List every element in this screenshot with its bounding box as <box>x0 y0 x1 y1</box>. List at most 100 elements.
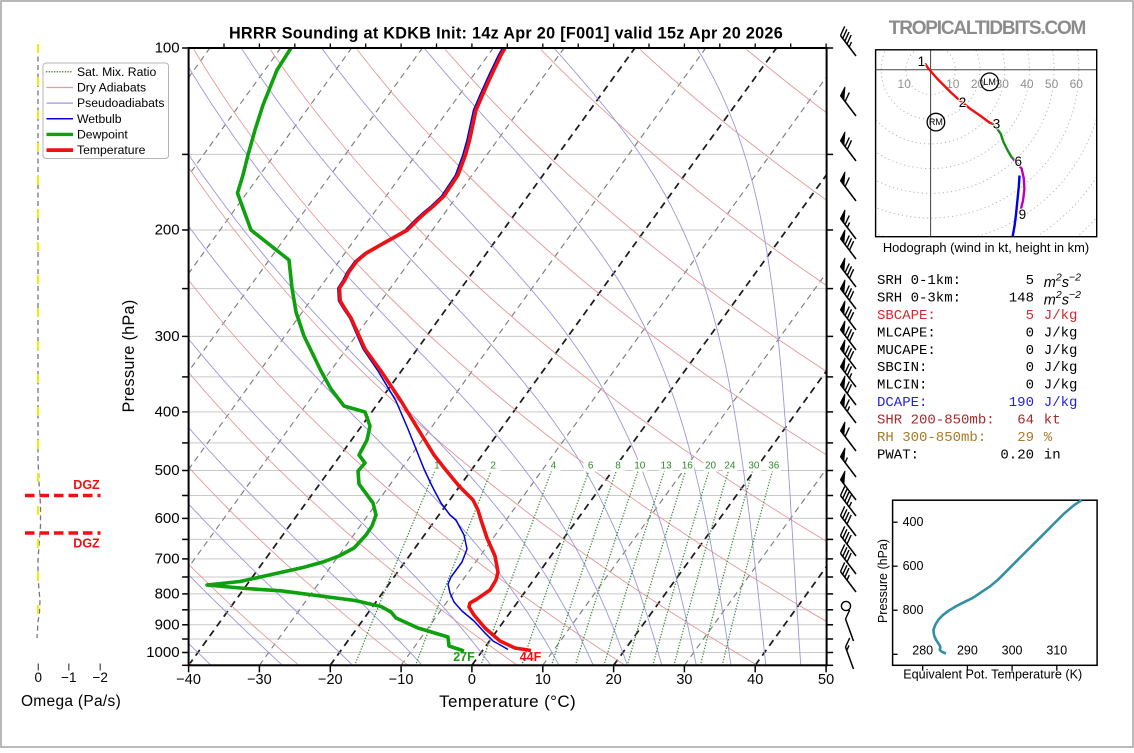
svg-text:50: 50 <box>818 672 834 688</box>
svg-text:J/kg: J/kg <box>1044 308 1078 324</box>
svg-text:Wetbulb: Wetbulb <box>77 112 122 126</box>
svg-text:27F: 27F <box>453 650 475 664</box>
svg-text:500: 500 <box>155 462 180 479</box>
svg-text:Dewpoint: Dewpoint <box>77 127 128 141</box>
svg-text:300: 300 <box>1002 644 1023 658</box>
svg-text:400: 400 <box>155 403 180 420</box>
svg-text:0: 0 <box>1026 360 1034 376</box>
svg-text:SHR 200-850mb:: SHR 200-850mb: <box>877 413 995 429</box>
svg-text:Hodograph (wind in kt, height: Hodograph (wind in kt, height in km) <box>883 240 1089 255</box>
svg-text:Omega (Pa/s): Omega (Pa/s) <box>21 693 121 710</box>
svg-text:−20: −20 <box>318 672 343 688</box>
svg-text:−10: −10 <box>389 672 414 688</box>
svg-text:5: 5 <box>1026 273 1034 289</box>
svg-text:30: 30 <box>748 461 760 472</box>
svg-text:50: 50 <box>1045 77 1059 91</box>
svg-text:16: 16 <box>682 461 694 472</box>
svg-text:LM: LM <box>983 77 996 87</box>
svg-text:700: 700 <box>155 550 180 567</box>
svg-text:400: 400 <box>903 515 924 529</box>
svg-text:280: 280 <box>912 644 933 658</box>
svg-text:20: 20 <box>606 672 622 688</box>
svg-text:DCAPE:: DCAPE: <box>877 395 927 411</box>
svg-text:MLCIN:: MLCIN: <box>877 378 927 394</box>
svg-text:J/kg: J/kg <box>1044 378 1078 394</box>
svg-text:64: 64 <box>1017 413 1034 429</box>
svg-text:100: 100 <box>155 40 180 57</box>
svg-text:300: 300 <box>155 328 180 345</box>
svg-text:Temperature (°C): Temperature (°C) <box>439 692 576 711</box>
svg-text:J/kg: J/kg <box>1044 395 1078 411</box>
svg-text:200: 200 <box>155 222 180 239</box>
svg-text:10: 10 <box>898 77 912 91</box>
svg-text:290: 290 <box>957 644 978 658</box>
svg-text:148: 148 <box>1009 290 1034 306</box>
svg-text:10: 10 <box>946 77 960 91</box>
svg-text:−30: −30 <box>247 672 272 688</box>
svg-text:0.20: 0.20 <box>1000 448 1034 464</box>
svg-text:Pseudoadiabats: Pseudoadiabats <box>77 96 164 110</box>
svg-text:−40: −40 <box>176 672 201 688</box>
svg-text:6: 6 <box>1014 154 1022 169</box>
svg-text:5: 5 <box>1026 308 1034 324</box>
svg-text:kt: kt <box>1044 413 1061 429</box>
svg-text:6: 6 <box>588 461 594 472</box>
svg-text:0: 0 <box>468 672 476 688</box>
svg-text:MUCAPE:: MUCAPE: <box>877 343 936 359</box>
svg-text:800: 800 <box>155 585 180 602</box>
svg-text:1: 1 <box>434 461 440 472</box>
svg-text:0: 0 <box>1026 325 1034 341</box>
svg-text:RM: RM <box>929 117 943 127</box>
svg-text:0: 0 <box>1026 378 1034 394</box>
svg-text:13: 13 <box>661 461 673 472</box>
svg-text:29: 29 <box>1017 430 1034 446</box>
svg-text:SRH 0-3km:: SRH 0-3km: <box>877 290 961 306</box>
svg-text:4: 4 <box>551 461 557 472</box>
svg-text:SBCIN:: SBCIN: <box>877 360 927 376</box>
svg-text:600: 600 <box>155 510 180 527</box>
svg-text:0: 0 <box>35 670 43 685</box>
svg-text:10: 10 <box>634 461 646 472</box>
svg-text:PWAT:: PWAT: <box>877 448 919 464</box>
svg-text:190: 190 <box>1009 395 1034 411</box>
svg-text:%: % <box>1044 430 1053 446</box>
svg-text:Dry Adiabats: Dry Adiabats <box>77 81 146 95</box>
svg-text:MLCAPE:: MLCAPE: <box>877 325 936 341</box>
svg-text:900: 900 <box>155 616 180 633</box>
svg-text:36: 36 <box>768 461 780 472</box>
svg-text:DGZ: DGZ <box>73 537 100 551</box>
svg-text:30: 30 <box>996 77 1010 91</box>
svg-text:Temperature: Temperature <box>77 143 146 157</box>
svg-text:−1: −1 <box>61 670 76 685</box>
svg-text:Pressure (hPa): Pressure (hPa) <box>120 299 138 412</box>
svg-text:2: 2 <box>959 95 967 110</box>
svg-text:30: 30 <box>676 672 692 688</box>
svg-text:40: 40 <box>747 672 763 688</box>
svg-text:RH 300-850mb:: RH 300-850mb: <box>877 430 986 446</box>
svg-text:J/kg: J/kg <box>1044 325 1078 341</box>
svg-text:J/kg: J/kg <box>1044 360 1078 376</box>
svg-text:Pressure (hPa): Pressure (hPa) <box>876 539 890 623</box>
svg-text:1: 1 <box>918 54 926 69</box>
svg-text:Equivalent Pot. Temperature (K: Equivalent Pot. Temperature (K) <box>903 668 1082 682</box>
svg-text:SRH 0-1km:: SRH 0-1km: <box>877 273 961 289</box>
svg-text:10: 10 <box>535 672 551 688</box>
svg-text:J/kg: J/kg <box>1044 343 1078 359</box>
svg-text:HRRR Sounding at KDKB Init: 14: HRRR Sounding at KDKB Init: 14z Apr 20 [… <box>229 25 783 43</box>
svg-text:in: in <box>1044 448 1061 464</box>
svg-text:TROPICALTIDBITS.COM: TROPICALTIDBITS.COM <box>889 18 1086 39</box>
svg-text:8: 8 <box>615 461 621 472</box>
svg-text:60: 60 <box>1070 77 1084 91</box>
svg-text:DGZ: DGZ <box>73 478 100 492</box>
svg-text:3: 3 <box>993 117 1001 132</box>
svg-text:20: 20 <box>705 461 717 472</box>
svg-text:9: 9 <box>1019 207 1027 222</box>
svg-text:44F: 44F <box>520 650 542 664</box>
svg-text:Sat. Mix. Ratio: Sat. Mix. Ratio <box>77 65 156 79</box>
svg-text:1000: 1000 <box>146 644 179 661</box>
svg-text:40: 40 <box>1020 77 1034 91</box>
svg-text:−2: −2 <box>92 670 107 685</box>
svg-text:600: 600 <box>903 559 924 573</box>
svg-text:0: 0 <box>1026 343 1034 359</box>
svg-text:310: 310 <box>1046 644 1067 658</box>
